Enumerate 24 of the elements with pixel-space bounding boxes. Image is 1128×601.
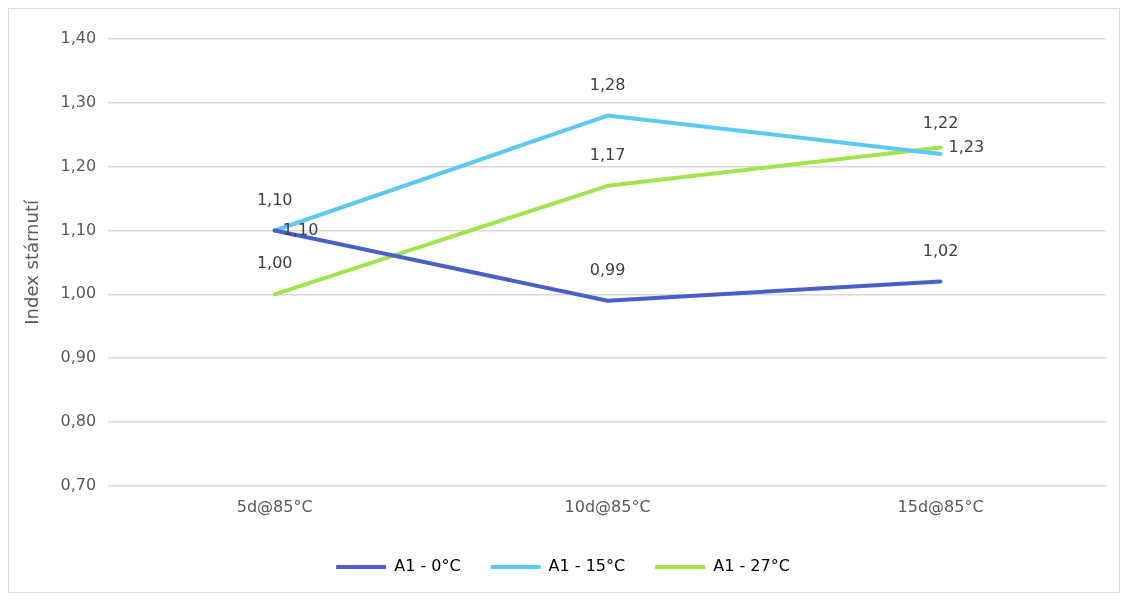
data-label: 1,28	[589, 74, 626, 94]
legend-label: A1 - 15°C	[548, 556, 626, 576]
data-label: 1,00	[256, 253, 293, 273]
y-tick-label: 0,70	[60, 474, 97, 494]
y-tick-label: 1,40	[60, 28, 97, 48]
y-tick-label: 1,10	[60, 219, 97, 239]
legend-label: A1 - 27°C	[713, 556, 790, 576]
y-tick-label: 1,20	[60, 155, 97, 175]
y-axis-title: Index stárnutí	[21, 199, 43, 325]
data-label: 1,22	[922, 113, 959, 133]
data-label: 1,10	[282, 219, 319, 239]
data-label: 1,23	[948, 136, 985, 156]
x-tick-label: 10d@85°C	[564, 496, 651, 516]
y-tick-label: 0,90	[60, 347, 97, 367]
y-tick-label: 1,00	[60, 283, 97, 303]
legend-label: A1 - 0°C	[394, 556, 461, 576]
x-tick-label: 15d@85°C	[897, 496, 984, 516]
data-label: 1,10	[256, 189, 293, 209]
x-tick-label: 5d@85°C	[236, 496, 313, 516]
y-tick-label: 1,30	[60, 91, 97, 111]
y-tick-label: 0,80	[60, 411, 97, 431]
data-label: 1,02	[922, 240, 959, 260]
data-label: 0,99	[589, 259, 626, 279]
data-label: 1,17	[589, 144, 626, 164]
